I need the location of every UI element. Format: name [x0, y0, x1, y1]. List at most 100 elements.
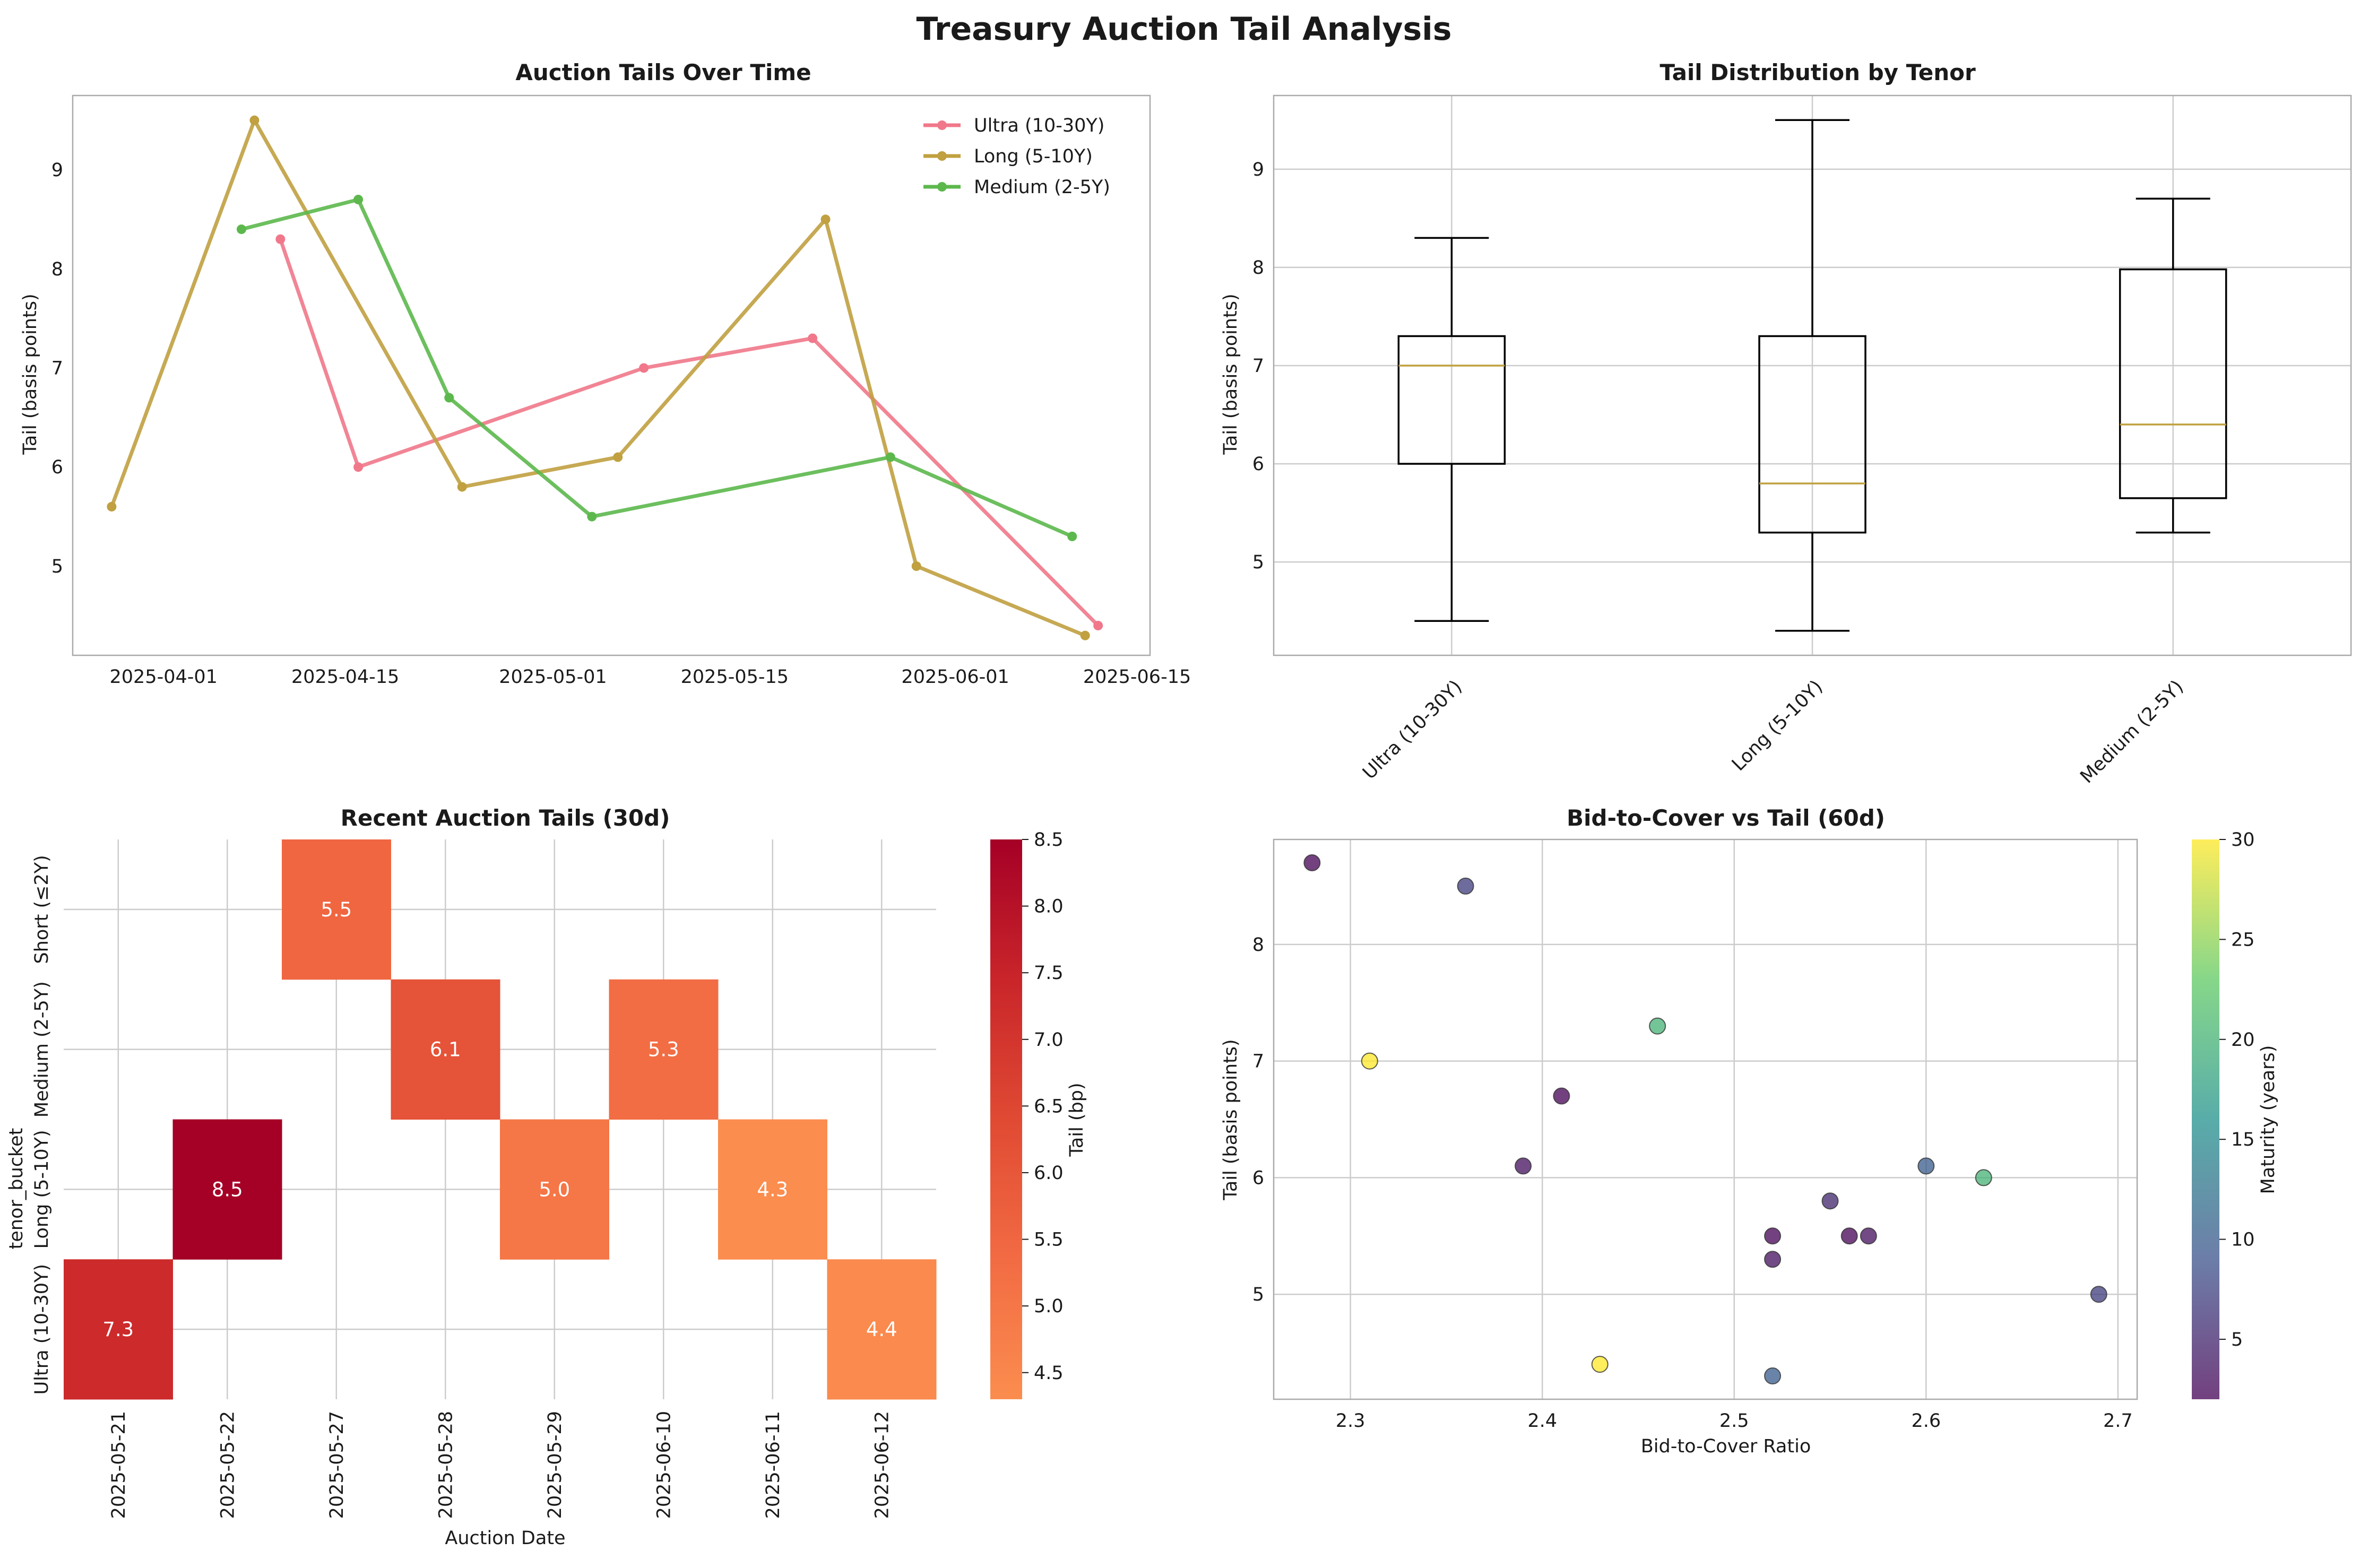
x-tick-label: 2025-06-12	[871, 1411, 893, 1519]
data-point	[353, 195, 364, 205]
legend-swatch-marker	[937, 182, 947, 192]
cell-value-label: 5.5	[321, 898, 352, 921]
scatter-point	[1591, 1356, 1609, 1373]
y-tick-label: 5	[51, 556, 63, 577]
scatter-point	[1303, 854, 1321, 871]
data-point	[107, 501, 117, 512]
legend-entry: Medium (2-5Y)	[974, 177, 1110, 198]
data-point	[1067, 531, 1077, 541]
x-tick-label: Long (5-10Y)	[1728, 676, 1827, 775]
y-tick-label: 5	[1252, 1284, 1264, 1305]
heatmap-cell	[64, 1259, 173, 1400]
x-tick-label: 2025-05-21	[108, 1411, 129, 1519]
figure-title: Treasury Auction Tail Analysis	[917, 11, 1452, 48]
x-axis-label: Auction Date	[445, 1528, 565, 1549]
colorbar-label: Maturity (years)	[2258, 1045, 2279, 1194]
colorbar-tick-label: 5.5	[1034, 1229, 1064, 1251]
x-tick-label: 2.7	[2103, 1410, 2133, 1432]
scatter-point	[1860, 1227, 1877, 1245]
x-tick-label: Ultra (10-30Y)	[1359, 676, 1466, 784]
x-tick-label: 2025-05-01	[499, 666, 607, 688]
heatmap-cell	[172, 1119, 282, 1260]
x-tick-label: 2025-05-28	[435, 1411, 456, 1519]
colorbar-tick-label: 6.5	[1034, 1096, 1064, 1117]
colorbar-tick-label: 30	[2231, 829, 2255, 851]
panel-bid-to-cover-scatter: Bid-to-Cover vs Tail (60d) Tail (basis p…	[1220, 805, 2279, 1457]
colorbar-tick-label: 7.0	[1034, 1029, 1064, 1051]
heatmap-cell	[282, 839, 391, 980]
x-tick-label: 2025-05-27	[326, 1411, 348, 1519]
x-tick-label: 2025-04-01	[110, 666, 218, 688]
series-line-2	[241, 197, 1073, 539]
legend-entry: Ultra (10-30Y)	[974, 115, 1104, 136]
data-point	[457, 482, 467, 492]
scatter-point	[1840, 1227, 1858, 1245]
data-point	[1080, 630, 1090, 640]
plot-frame	[72, 94, 1151, 656]
colorbar-tick-label: 10	[2231, 1229, 2255, 1251]
data-point	[444, 393, 454, 403]
colorbar: Tail (bp) 4.5 5.0 5.5 6.0 6.5 7.0 7.5 8.0 8.5	[990, 829, 1087, 1399]
legend: Ultra (10-30Y) Long (5-10Y) Medium (2-5Y)	[923, 115, 1110, 198]
scatter-point	[1649, 1017, 1666, 1035]
panel-recent-tails-heatmap: Recent Auction Tails (30d) tenor_bucket …	[6, 805, 1087, 1549]
colorbar-tick-label: 6.0	[1034, 1163, 1064, 1184]
iqr-box	[1397, 335, 1506, 465]
x-tick-label: 2.5	[1719, 1410, 1749, 1432]
x-tick-label: 2025-05-15	[681, 666, 789, 688]
cell-value-label: 5.3	[648, 1038, 679, 1061]
y-tick-label: 6	[51, 457, 63, 478]
data-point	[249, 115, 260, 125]
data-point	[911, 561, 921, 571]
scatter-point	[2090, 1286, 2107, 1303]
cell-value-label: 4.3	[757, 1178, 788, 1201]
iqr-box	[1758, 335, 1866, 534]
data-point	[639, 363, 649, 373]
data-point	[275, 234, 286, 244]
scatter-point	[1361, 1052, 1378, 1070]
data-point	[353, 462, 364, 472]
cell-value-label: 5.0	[539, 1178, 570, 1201]
x-tick-label: 2025-05-22	[217, 1411, 238, 1519]
y-tick-label: Ultra (10-30Y)	[31, 1264, 53, 1394]
colorbar-gradient	[990, 839, 1022, 1399]
data-point	[587, 512, 597, 522]
colorbar-tick-label: 7.5	[1034, 963, 1064, 984]
x-tick-label: 2.3	[1336, 1410, 1366, 1432]
cell-value-label: 8.5	[212, 1178, 243, 1201]
data-point	[885, 452, 895, 462]
scatter-point	[1764, 1367, 1782, 1385]
cell-value-label: 7.3	[102, 1318, 134, 1341]
x-tick-label: 2.6	[1911, 1410, 1941, 1432]
panel-tail-distribution: Tail Distribution by Tenor Tail (basis p…	[1220, 59, 2352, 787]
colorbar-gradient	[2192, 839, 2219, 1399]
colorbar-tick-label: 4.5	[1034, 1363, 1064, 1384]
y-tick-label: 7	[1252, 356, 1264, 377]
y-tick-label: Long (5-10Y)	[31, 1130, 53, 1249]
data-point	[808, 333, 818, 343]
x-tick-label: Medium (2-5Y)	[2076, 676, 2188, 787]
y-tick-label: 8	[1252, 934, 1264, 956]
heatmap-cell	[500, 1119, 609, 1260]
colorbar-label: Tail (bp)	[1066, 1082, 1087, 1157]
y-tick-label: 9	[1252, 159, 1264, 180]
y-tick-label: 7	[1252, 1051, 1264, 1072]
plot-frame	[1273, 838, 2138, 1400]
x-tick-label: 2025-04-15	[291, 666, 399, 688]
cell-value-label: 4.4	[866, 1318, 897, 1341]
scatter-point	[1515, 1157, 1532, 1175]
panel-title: Bid-to-Cover vs Tail (60d)	[1567, 805, 1885, 831]
panel-title: Auction Tails Over Time	[515, 59, 811, 85]
colorbar-tick-label: 5	[2231, 1329, 2243, 1350]
colorbar-tick-label: 8.0	[1034, 896, 1064, 917]
box-2	[2119, 197, 2227, 534]
legend-swatch-marker	[937, 151, 947, 161]
panel-title: Tail Distribution by Tenor	[1660, 59, 1976, 85]
data-point	[1093, 620, 1103, 630]
y-tick-label: 5	[1252, 552, 1264, 573]
colorbar-tick-label: 20	[2231, 1029, 2255, 1051]
legend-swatch-marker	[937, 120, 947, 130]
heatmap-cell	[827, 1259, 937, 1400]
scatter-point	[1764, 1227, 1782, 1245]
data-point	[820, 214, 831, 224]
